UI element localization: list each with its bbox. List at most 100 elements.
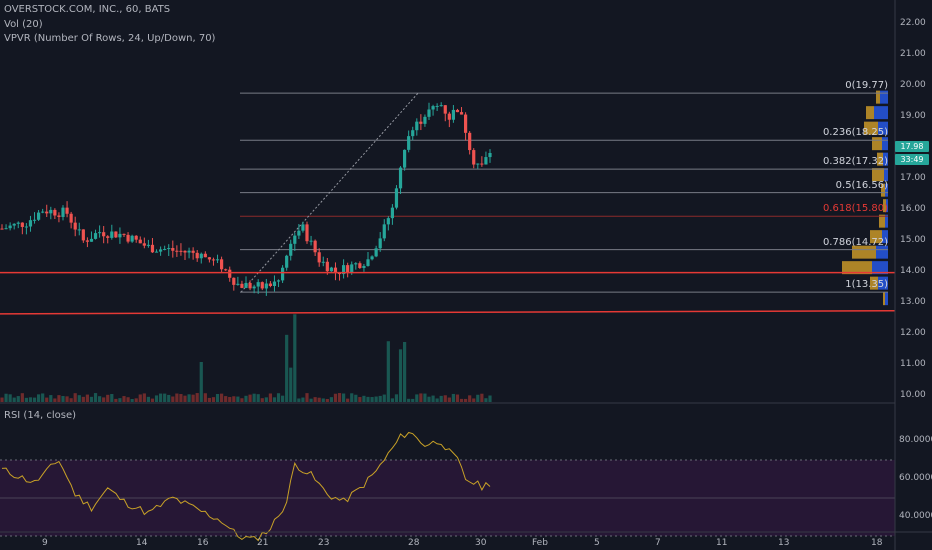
volume-bar <box>248 394 252 402</box>
candle-body <box>358 263 362 268</box>
time-tick-label: 14 <box>136 538 148 548</box>
volume-bar <box>171 396 175 402</box>
candle-body <box>187 250 191 253</box>
time-tick-label: 9 <box>42 538 48 548</box>
candle-body <box>248 282 252 289</box>
volume-bar <box>236 396 240 402</box>
fib-level-label: 0.236(18.25) <box>822 127 888 139</box>
rsi-tick-label: 40.0000 <box>899 511 932 521</box>
candle-body <box>146 244 150 246</box>
candle-body <box>45 211 49 214</box>
rsi-indicator-label[interactable]: RSI (14, close) <box>4 410 77 421</box>
volume-bar <box>142 393 146 402</box>
volume-bar <box>191 394 195 402</box>
volume-profile-up <box>876 245 888 259</box>
volume-bar <box>362 395 366 402</box>
trend-lines[interactable] <box>0 271 896 315</box>
volume-bar <box>118 398 122 402</box>
volume-bar <box>179 394 183 402</box>
volume-bar <box>301 397 305 402</box>
candle-body <box>256 282 260 287</box>
candle-body <box>464 114 468 133</box>
candle-body <box>167 248 171 250</box>
volume-bar <box>464 398 468 402</box>
candle-body <box>313 240 317 253</box>
price-tick-label: 12.00 <box>900 328 926 338</box>
candle-body <box>85 240 89 242</box>
volume-bar <box>211 397 216 402</box>
volume-profile-up <box>883 152 888 166</box>
candle-body <box>297 230 301 236</box>
volume-bars <box>0 314 492 402</box>
fibonacci-retracement[interactable] <box>240 92 888 293</box>
volume-profile-down <box>879 214 885 228</box>
candle-body <box>12 223 16 226</box>
time-tick-label: 13 <box>778 538 790 548</box>
fib-level-label: 0.618(15.80) <box>822 203 888 215</box>
price-tick-label: 13.00 <box>900 297 926 307</box>
candle-body <box>443 105 447 114</box>
volume-profile-down <box>872 168 884 182</box>
volume-bar <box>281 395 285 402</box>
volume-indicator-label[interactable]: Vol (20) <box>4 19 43 30</box>
candle-body <box>415 121 419 131</box>
candle-body <box>329 267 333 272</box>
volume-bar <box>317 397 321 402</box>
candle-body <box>118 233 122 238</box>
volume-profile-up <box>885 214 888 228</box>
candle-body <box>325 261 329 272</box>
candle-body <box>134 235 138 240</box>
volume-bar <box>337 393 342 402</box>
volume-bar <box>98 396 102 402</box>
volume-bar <box>4 393 8 402</box>
rsi-tick-label: 80.0000 <box>899 435 932 445</box>
volume-bar <box>0 397 4 402</box>
candle-body <box>268 283 272 286</box>
candle-body <box>337 272 342 275</box>
vpvr-indicator-label[interactable]: VPVR (Number Of Rows, 24, Up/Down, 70) <box>4 33 216 44</box>
candle-body <box>317 252 321 263</box>
candle-body <box>236 283 240 285</box>
candle-body <box>0 228 4 230</box>
candle-body <box>199 253 203 259</box>
candle-body <box>142 243 146 246</box>
volume-bar <box>358 397 362 402</box>
volume-bar <box>411 398 415 402</box>
candle-body <box>472 150 476 165</box>
volume-bar <box>89 396 94 402</box>
volume-bar <box>325 398 329 402</box>
volume-bar <box>431 395 435 402</box>
candle-body <box>179 250 183 252</box>
volume-bar <box>350 393 354 402</box>
candlesticks <box>0 102 492 296</box>
candle-body <box>407 136 411 150</box>
volume-bar <box>398 349 403 402</box>
time-tick-label: 21 <box>257 538 269 548</box>
volume-bar <box>468 395 472 402</box>
volume-profile-down <box>870 230 882 244</box>
candle-body <box>321 261 325 263</box>
volume-bar <box>394 394 399 402</box>
volume-bar <box>390 398 394 402</box>
candle-body <box>57 215 61 217</box>
fib-level-label: 0.5(16.56) <box>835 179 888 191</box>
volume-bar <box>24 397 28 402</box>
candle-body <box>53 209 57 216</box>
sloped-support-line <box>0 310 896 315</box>
candle-body <box>49 209 53 214</box>
candle-body <box>342 265 346 275</box>
candle-body <box>459 112 464 115</box>
volume-bar <box>45 397 49 402</box>
candle-body <box>203 253 207 258</box>
candle-body <box>106 236 110 238</box>
volume-bar <box>20 393 24 402</box>
symbol-title[interactable]: OVERSTOCK.COM, INC., 60, BATS <box>4 4 171 15</box>
candle-body <box>232 277 236 285</box>
volume-bar <box>49 395 53 402</box>
volume-profile-up <box>878 121 888 135</box>
volume-bar <box>370 397 374 402</box>
volume-profile-down <box>842 261 872 275</box>
volume-bar <box>126 397 130 402</box>
